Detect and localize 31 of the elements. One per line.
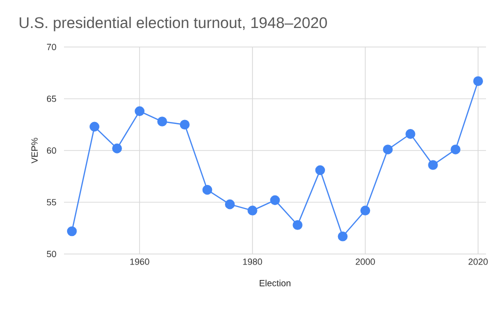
x-tick-label: 2000 [356, 258, 375, 265]
point [338, 232, 348, 242]
y-axis-title: VEP% [31, 138, 38, 164]
point [157, 116, 168, 126]
point [428, 160, 438, 170]
point [248, 206, 258, 216]
x-tick-label: 1980 [243, 258, 262, 265]
y-tick-label: 50 [46, 250, 56, 258]
point [406, 129, 416, 139]
x-tick-label: 2020 [468, 258, 488, 265]
point [67, 226, 77, 236]
point [202, 184, 212, 195]
point [292, 220, 302, 230]
point [180, 120, 190, 130]
point [270, 195, 280, 206]
y-tick-label: 70 [46, 44, 56, 50]
point [473, 76, 484, 86]
x-axis-title: Election [260, 280, 290, 286]
x-tick-label: 1960 [130, 258, 150, 265]
point [224, 199, 235, 210]
y-tick-label: 65 [46, 96, 56, 102]
point [90, 122, 100, 132]
point [450, 144, 460, 154]
y-tick-label: 60 [46, 147, 56, 154]
point [360, 206, 370, 216]
point [382, 144, 393, 154]
y-tick-label: 55 [46, 199, 56, 206]
point [112, 144, 122, 154]
chart-title: U.S. presidential election turnout, 1948–2020 [20, 16, 327, 32]
point [315, 165, 326, 176]
point [134, 106, 145, 116]
